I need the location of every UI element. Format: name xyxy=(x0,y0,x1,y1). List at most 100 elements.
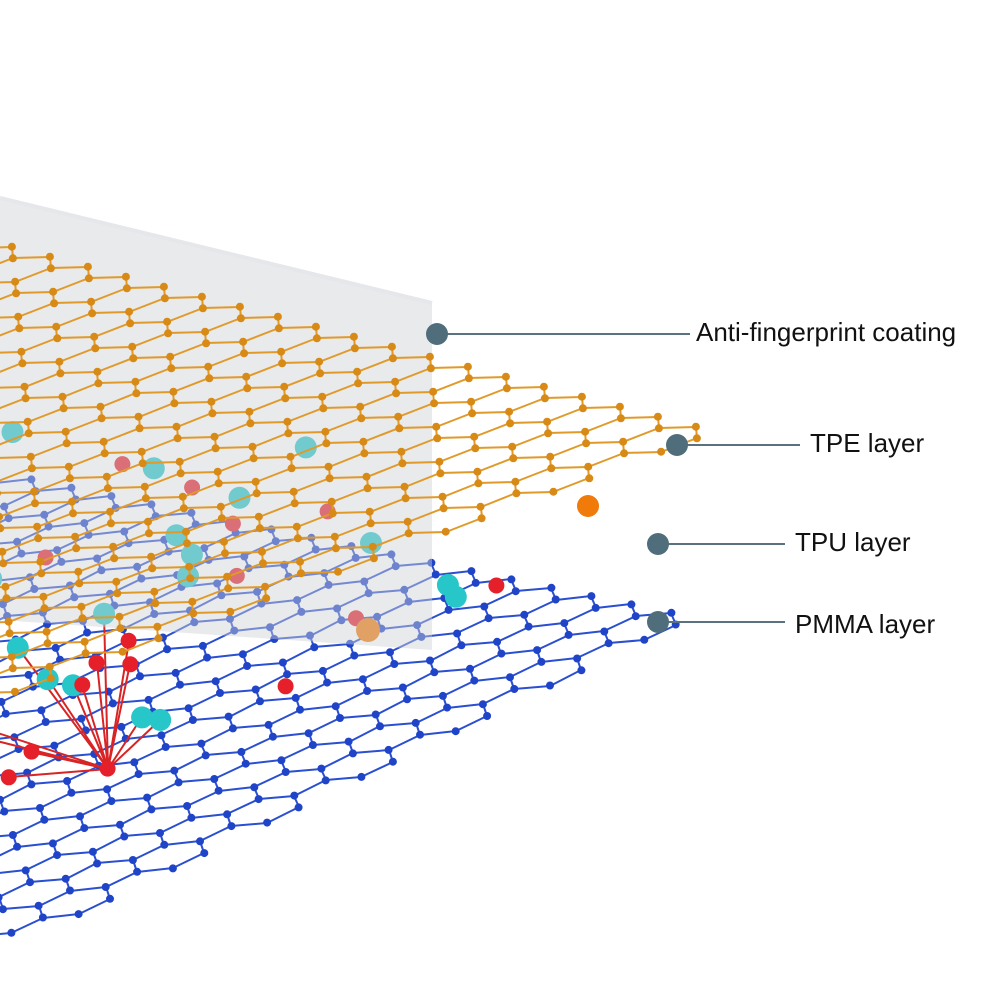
lattice-atom xyxy=(524,622,533,631)
layer-label: TPU layer xyxy=(795,527,911,557)
lattice-atom xyxy=(502,384,511,393)
lattice-atom xyxy=(217,514,226,523)
lattice-atom xyxy=(268,732,277,741)
lattice-atom xyxy=(64,462,73,471)
lattice-atom xyxy=(506,419,515,428)
lattice-atom xyxy=(81,649,90,658)
lattice-atom xyxy=(62,439,71,448)
lattice-atom xyxy=(324,462,333,471)
lattice-atom xyxy=(432,422,441,431)
lattice-atom xyxy=(403,695,412,704)
lattice-atom xyxy=(249,454,258,463)
lattice-atom xyxy=(281,768,290,776)
lattice-atom xyxy=(443,703,452,712)
lattice-atom xyxy=(100,449,109,458)
lattice-atom xyxy=(438,691,447,700)
lattice-atom xyxy=(357,772,366,781)
lattice-atom xyxy=(77,602,86,611)
lattice-atom xyxy=(77,714,86,723)
lattice-atom xyxy=(325,474,334,483)
leader-dot xyxy=(647,611,669,633)
lattice-atom xyxy=(451,727,460,736)
lattice-atom xyxy=(388,757,397,766)
lattice-atom xyxy=(692,434,701,443)
lattice-atom xyxy=(113,589,122,598)
lattice-atom xyxy=(323,678,332,687)
lattice-atom xyxy=(278,359,287,368)
lattice-atom xyxy=(90,332,99,341)
lattice-atom xyxy=(184,704,193,713)
lattice-atom xyxy=(197,739,206,748)
lattice-atom xyxy=(433,434,442,443)
lattice-atom xyxy=(150,587,159,596)
lattice-atom xyxy=(271,537,280,546)
lattice-atom xyxy=(477,514,486,523)
lattice-atom xyxy=(12,289,21,298)
lattice-atom xyxy=(280,382,289,391)
lattice-atom xyxy=(74,567,83,576)
lattice-atom xyxy=(394,412,403,421)
lattice-atom xyxy=(283,417,292,426)
lattice-atom xyxy=(0,807,9,816)
lattice-atom xyxy=(616,414,625,423)
lattice-atom xyxy=(363,687,372,695)
lattice-atom xyxy=(387,342,396,351)
lattice-atom xyxy=(466,664,474,673)
lattice-atom xyxy=(327,497,336,506)
lattice-atom xyxy=(138,459,147,468)
tpu-atom xyxy=(23,743,40,760)
tpu-atom xyxy=(88,654,105,671)
lattice-atom xyxy=(359,437,368,446)
lattice-atom xyxy=(97,566,106,575)
lattice-atom xyxy=(395,424,404,433)
lattice-atom xyxy=(130,758,139,767)
lattice-atom xyxy=(224,584,233,593)
lattice-atom xyxy=(161,743,170,751)
lattice-atom xyxy=(242,372,251,381)
lattice-atom xyxy=(582,439,591,448)
callouts: Anti-fingerprint coating TPE layer TPU l… xyxy=(426,317,956,639)
lattice-atom xyxy=(45,252,54,261)
lattice-atom xyxy=(237,747,246,756)
lattice-atom xyxy=(143,793,152,802)
lattice-atom xyxy=(7,652,16,661)
lattice-atom xyxy=(102,472,111,481)
lattice-atom xyxy=(311,545,320,554)
lattice-atom xyxy=(581,427,590,436)
lattice-atom xyxy=(400,482,409,491)
lattice-atom xyxy=(369,554,378,563)
lattice-atom xyxy=(600,627,609,636)
lattice-atom xyxy=(337,616,346,625)
lattice-atom xyxy=(187,508,196,517)
lattice-atom xyxy=(289,487,298,496)
lattice-atom xyxy=(183,539,191,548)
lattice-atom xyxy=(387,550,396,559)
lattice-atom xyxy=(311,322,320,331)
lattice-atom xyxy=(578,404,587,413)
lattice-atom xyxy=(368,542,377,551)
lattice-atom xyxy=(392,389,401,398)
lattice-atom xyxy=(551,595,560,604)
lattice-atom xyxy=(7,242,16,251)
lattice-atom xyxy=(239,337,248,346)
lattice-atom xyxy=(444,605,453,614)
layer-label: Anti-fingerprint coating xyxy=(696,317,956,347)
lattice-atom xyxy=(134,770,143,779)
lattice-atom xyxy=(211,444,220,453)
lattice-atom xyxy=(653,412,662,421)
tpu-atom xyxy=(131,706,154,729)
lattice-atom xyxy=(216,689,224,697)
lattice-atom xyxy=(53,851,62,860)
panel-edge xyxy=(0,196,433,305)
lattice-atom xyxy=(476,502,485,511)
lattice-atom xyxy=(214,786,223,795)
lattice-atom xyxy=(210,432,219,441)
lattice-atom xyxy=(204,362,213,371)
lattice-atom xyxy=(398,683,407,692)
lattice-atom xyxy=(331,544,340,553)
lattice-atom xyxy=(278,658,287,667)
lattice-atom xyxy=(5,629,14,638)
lattice-atom xyxy=(109,542,118,551)
lattice-atom xyxy=(147,552,156,561)
